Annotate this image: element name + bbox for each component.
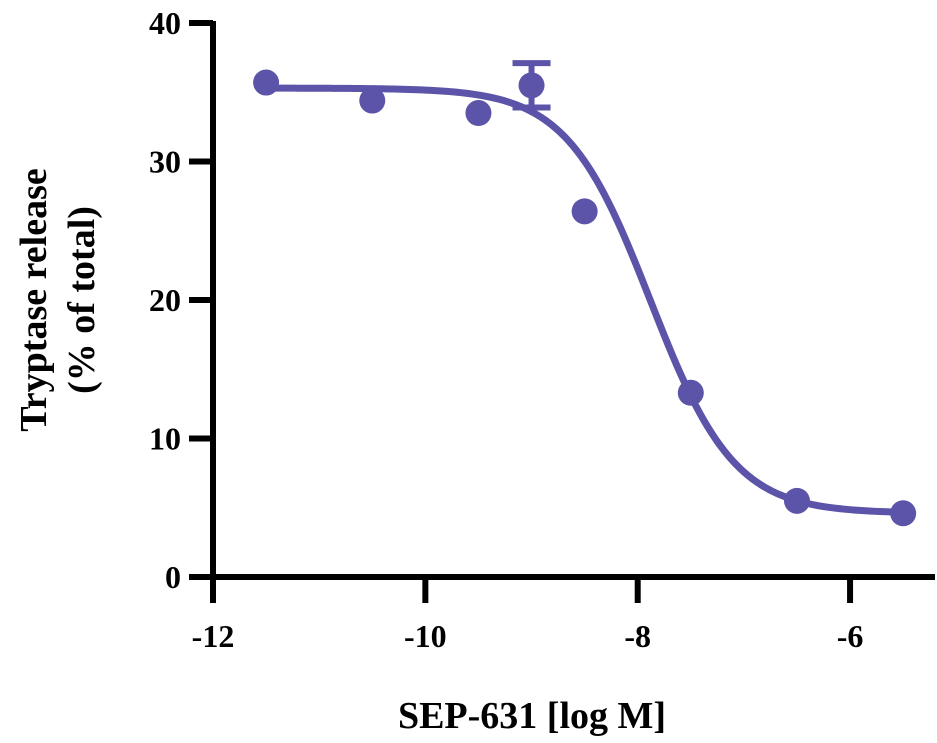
y-tick-label: 30 — [149, 144, 181, 180]
y-tick-label: 0 — [165, 559, 181, 595]
y-axis-title-line1: Tryptase release — [13, 168, 55, 431]
data-point — [677, 379, 704, 406]
data-point — [890, 500, 917, 527]
data-point — [253, 69, 280, 96]
y-tick-label: 10 — [149, 421, 181, 457]
x-tick-label: -8 — [624, 618, 651, 654]
data-point — [359, 87, 386, 114]
x-tick-label: -12 — [192, 618, 235, 654]
y-tick-label: 20 — [149, 282, 181, 318]
data-point — [465, 100, 492, 127]
data-point — [518, 72, 545, 99]
axes: 0 10 20 30 40 -12 -10 -8 -6 — [149, 5, 935, 654]
data-point — [571, 198, 598, 225]
x-tick-label: -10 — [404, 618, 447, 654]
y-tick-label: 40 — [149, 5, 181, 41]
y-axis-title: Tryptase release (% of total) — [13, 168, 103, 431]
data-point — [783, 487, 810, 514]
fit-curve-layer — [262, 84, 907, 516]
y-axis-title-line2: (% of total) — [61, 206, 103, 394]
x-axis-title: SEP-631 [log M] — [398, 695, 666, 737]
data-points-layer — [253, 60, 917, 527]
x-tick-label: -6 — [837, 618, 864, 654]
fit-curve — [262, 84, 907, 516]
